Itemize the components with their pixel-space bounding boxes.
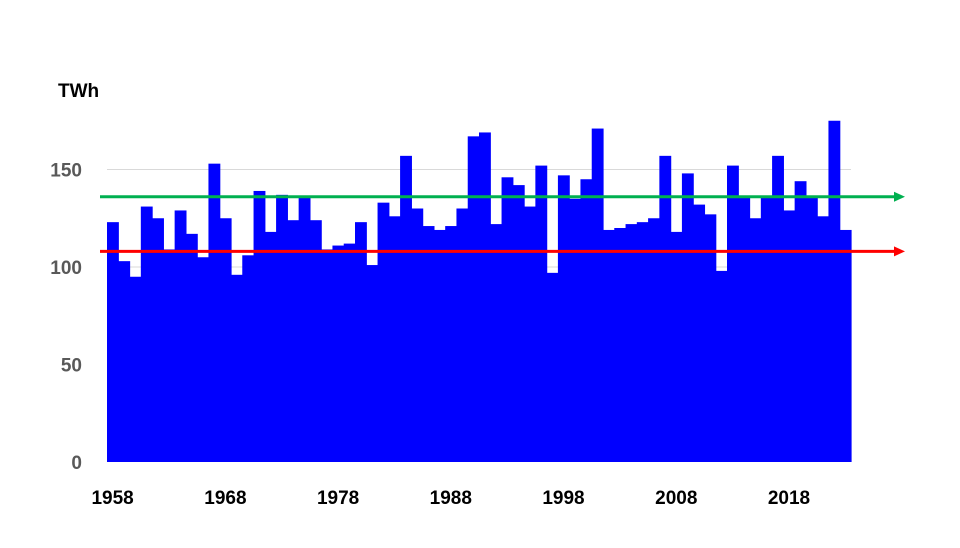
bar (445, 226, 458, 462)
bar (129, 276, 142, 462)
x-tick-label: 2018 (768, 488, 810, 509)
bar (704, 214, 717, 462)
bar (749, 218, 762, 462)
bar (524, 206, 536, 462)
bar (298, 196, 311, 463)
y-tick-label: 150 (50, 161, 82, 182)
bar (287, 220, 300, 462)
bar (794, 181, 807, 462)
bar (479, 132, 491, 462)
bar (727, 165, 739, 462)
bar (681, 173, 694, 462)
bar (219, 218, 232, 462)
x-tick-label: 2008 (655, 488, 697, 509)
bars (107, 120, 852, 463)
bar (693, 204, 706, 462)
bar (614, 228, 627, 462)
bar (242, 255, 255, 462)
reference-line-arrowhead (894, 246, 905, 257)
bar (185, 233, 198, 462)
bar (321, 249, 334, 462)
bar (490, 224, 503, 462)
bar (388, 216, 401, 462)
bar (648, 218, 660, 462)
bar (738, 196, 751, 463)
bar (140, 206, 153, 462)
bar (715, 270, 728, 462)
bar (422, 226, 435, 462)
bar (557, 175, 570, 462)
bar (377, 202, 390, 462)
bar (636, 222, 649, 462)
x-tick-label: 1988 (430, 488, 472, 509)
bar (107, 222, 119, 462)
bar (805, 196, 818, 463)
bar (174, 210, 187, 462)
bar (512, 185, 525, 462)
bar (411, 208, 424, 462)
bar (828, 120, 841, 462)
bar (152, 218, 164, 462)
y-tick-label: 50 (61, 356, 82, 377)
bar (197, 257, 210, 462)
bar (659, 155, 672, 462)
bar (839, 229, 852, 462)
y-tick-label: 0 (71, 453, 82, 474)
bar (625, 224, 638, 462)
bar (817, 216, 830, 462)
bar (208, 163, 221, 462)
bar (501, 177, 514, 463)
x-tick-label: 1968 (204, 488, 246, 509)
bar (253, 190, 266, 462)
bar (276, 194, 288, 462)
bar (783, 210, 796, 462)
bar (309, 220, 322, 462)
reference-lines (100, 191, 905, 257)
bar (355, 222, 367, 462)
bar (400, 155, 412, 462)
bar (118, 261, 131, 462)
y-tick-labels: 0 50 100 150 (50, 161, 82, 475)
x-tick-label: 1978 (317, 488, 359, 509)
bar (456, 208, 469, 462)
bar (264, 231, 277, 462)
bar (332, 245, 345, 462)
reference-line-arrowhead (894, 191, 905, 202)
bar (569, 198, 582, 462)
x-tick-label: 1958 (91, 488, 133, 509)
bar (580, 179, 593, 462)
bar (603, 229, 615, 462)
bar (670, 231, 683, 462)
x-tick-label: 1998 (542, 488, 584, 509)
bar (546, 272, 559, 462)
bar (467, 136, 480, 462)
bar (163, 249, 176, 462)
bar (433, 229, 446, 462)
y-tick-label: 100 (50, 258, 82, 279)
bar (772, 155, 784, 462)
bar (231, 274, 243, 462)
bar (760, 196, 773, 463)
x-tick-labels: 1958 1968 1978 1988 1998 2008 2018 (91, 488, 810, 509)
bar (591, 128, 604, 463)
bar (366, 265, 379, 462)
bar (343, 243, 356, 462)
bar (535, 165, 548, 462)
y-axis-unit-label: TWh (58, 81, 99, 102)
